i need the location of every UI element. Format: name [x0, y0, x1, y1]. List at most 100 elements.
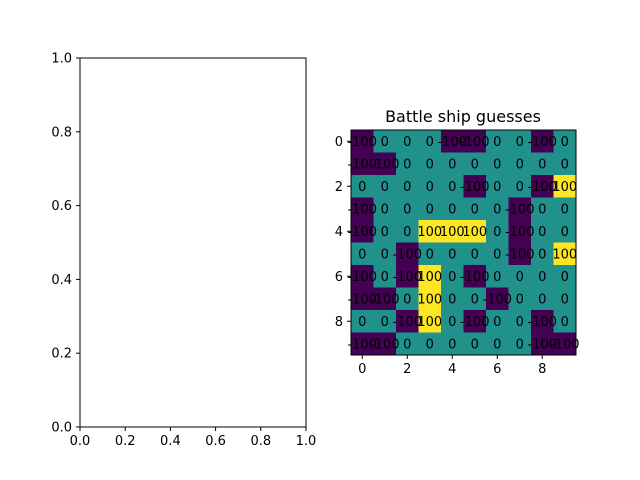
heatmap-cell	[531, 310, 554, 333]
heatmap-cell	[463, 197, 487, 221]
heatmap-cell-label: 100	[417, 292, 442, 307]
x-tick-label: 4	[448, 362, 456, 377]
heatmap-y-ticks: 0 2 4 6 8	[335, 135, 351, 330]
heatmap-cell-label: 0	[538, 225, 546, 240]
heatmap-cell	[508, 265, 532, 288]
heatmap-cell	[351, 130, 374, 153]
heatmap-cell-label: 0	[426, 202, 434, 217]
heatmap-cell	[531, 287, 554, 311]
heatmap-cell-label: -100	[370, 157, 400, 172]
heatmap-cell-label: 100	[417, 315, 442, 330]
heatmap-cell-label: 0	[358, 315, 366, 330]
heatmap-cell-label: 0	[493, 225, 501, 240]
heatmap-cell	[396, 242, 419, 266]
heatmap-cell-label: 0	[448, 247, 456, 262]
heatmap-cell-label: -100	[550, 337, 580, 352]
heatmap-cell-label: 0	[358, 247, 366, 262]
heatmap-cell-label: -100	[347, 135, 377, 150]
heatmap-cell-label: 100	[462, 225, 487, 240]
heatmap-cell-label: -100	[460, 135, 490, 150]
heatmap-cell	[486, 242, 509, 266]
heatmap-cells	[351, 130, 577, 356]
x-tick-label: 0.0	[70, 434, 91, 449]
heatmap-cell-label: 0	[516, 337, 524, 352]
heatmap-cell	[463, 242, 487, 266]
heatmap-cell	[553, 220, 577, 243]
heatmap-cell	[486, 332, 509, 356]
heatmap-cell	[441, 197, 464, 221]
x-tick-label: 6	[493, 362, 501, 377]
heatmap-cell-label: 0	[448, 337, 456, 352]
heatmap-cell-label: 0	[426, 157, 434, 172]
heatmap-cell-label: 0	[403, 180, 411, 195]
heatmap-cell	[463, 152, 487, 176]
x-tick-label: 0.8	[250, 434, 271, 449]
heatmap-cell-label: 0	[471, 292, 479, 307]
heatmap-cell-label: -100	[460, 180, 490, 195]
heatmap-cell-label: 0	[561, 315, 569, 330]
heatmap-cell-label: -100	[460, 270, 490, 285]
heatmap-cell	[351, 220, 374, 243]
heatmap-cell-label: 0	[403, 292, 411, 307]
heatmap-cell	[351, 175, 374, 198]
heatmap-cell-label: 0	[381, 135, 389, 150]
heatmap-cell-label: -100	[392, 247, 422, 262]
empty-axes: 0.0 0.2 0.4 0.6 0.8 1.0 0.0 0.2 0.4 0.6 0.8 1.0	[51, 52, 316, 450]
heatmap-cell-label: 0	[561, 292, 569, 307]
heatmap-cell-label: 0	[516, 270, 524, 285]
heatmap-cell-label: 100	[440, 225, 465, 240]
heatmap-cell-label: -100	[347, 337, 377, 352]
heatmap-cell	[486, 130, 509, 153]
heatmap-cell-label: 0	[538, 202, 546, 217]
heatmap-cell	[351, 332, 374, 356]
heatmap-cell	[508, 175, 532, 198]
heatmap-cell-label: 0	[381, 315, 389, 330]
heatmap-cell-label: 0	[538, 157, 546, 172]
heatmap-cell	[531, 332, 554, 356]
heatmap-cell	[486, 220, 509, 243]
heatmap-cell	[463, 310, 487, 333]
x-tick-label: 8	[538, 362, 546, 377]
heatmap-cell-label: 0	[448, 315, 456, 330]
heatmap-cell	[531, 242, 554, 266]
heatmap-x-ticks: 0 2 4 6 8	[358, 355, 546, 377]
heatmap-cell-label: -100	[460, 315, 490, 330]
heatmap-title: Battle ship guesses	[385, 107, 541, 126]
heatmap-cell	[463, 220, 487, 243]
heatmap-cell	[418, 287, 442, 311]
heatmap-cell-label: 0	[561, 225, 569, 240]
heatmap-cell-label: -100	[347, 157, 377, 172]
heatmap-cell-label: -100	[370, 292, 400, 307]
heatmap-cell-label: -100	[505, 225, 535, 240]
empty-axes-x-ticks: 0.0 0.2 0.4 0.6 0.8 1.0	[70, 427, 316, 449]
heatmap-axes: Battle ship guesses -100 0 0 0 -100-100 0 0 -10…	[335, 107, 580, 377]
heatmap-cell-label: 0	[381, 180, 389, 195]
x-tick-label: 2	[403, 362, 411, 377]
y-tick-label: 8	[335, 315, 343, 330]
heatmap-cell-label: 0	[493, 315, 501, 330]
heatmap-cell-label: 0	[493, 157, 501, 172]
y-tick-label: 0.4	[51, 273, 72, 288]
heatmap-cell-label: 0	[493, 135, 501, 150]
heatmap-cell	[553, 197, 577, 221]
heatmap-cell	[486, 197, 509, 221]
heatmap-cell-label: 0	[561, 135, 569, 150]
heatmap-cell	[441, 130, 464, 153]
y-tick-label: 0	[335, 135, 343, 150]
heatmap-cell-label: 0	[516, 180, 524, 195]
heatmap-cell	[441, 287, 464, 311]
heatmap-cell	[418, 175, 442, 198]
x-tick-label: 0.6	[205, 434, 226, 449]
heatmap-cell	[373, 265, 397, 288]
heatmap-cell	[508, 152, 532, 176]
heatmap-cell-label: 0	[561, 270, 569, 285]
heatmap-cell-label: 0	[471, 202, 479, 217]
y-tick-label: 0.8	[51, 125, 72, 140]
heatmap-cell	[351, 310, 374, 333]
heatmap-cell-label: -100	[347, 225, 377, 240]
heatmap-cell	[508, 197, 532, 221]
heatmap-cell	[373, 197, 397, 221]
heatmap-cell	[553, 332, 577, 356]
empty-axes-y-ticks: 0.0 0.2 0.4 0.6 0.8 1.0	[51, 52, 80, 436]
